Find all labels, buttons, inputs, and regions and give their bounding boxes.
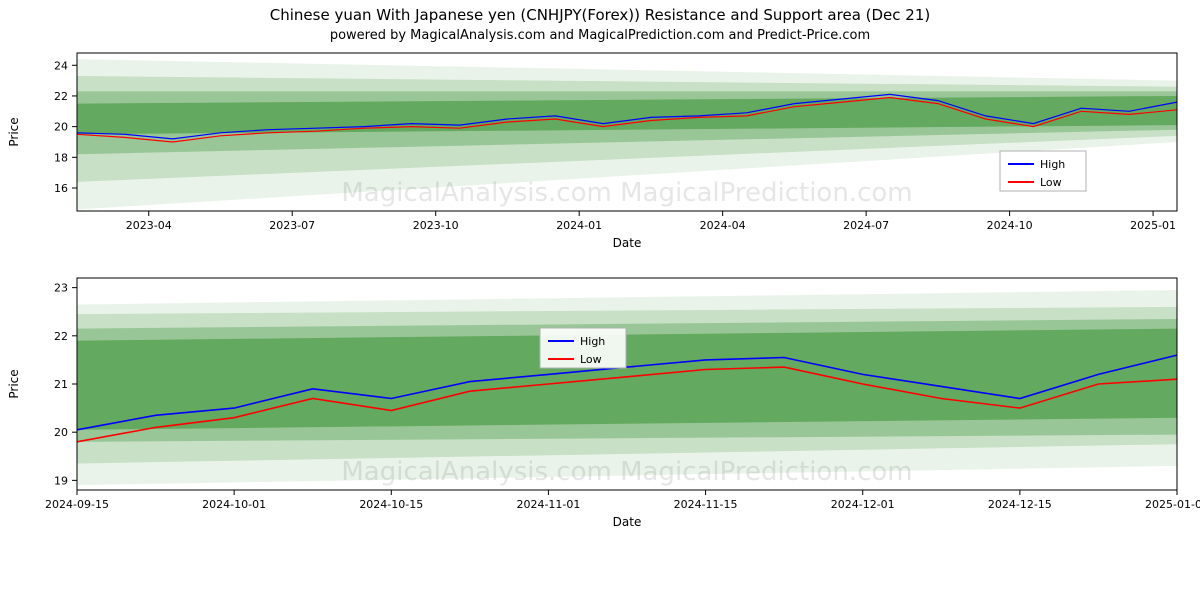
x-tick-label: 2024-01	[556, 219, 602, 232]
chart-panel-bottom: MagicalAnalysis.com MagicalPrediction.co…	[0, 268, 1200, 568]
x-tick-label: 2024-07	[843, 219, 889, 232]
legend-label: High	[1040, 158, 1065, 171]
y-tick-label: 22	[54, 330, 68, 343]
y-tick-label: 24	[54, 59, 68, 72]
x-tick-label: 2024-12-15	[988, 498, 1052, 511]
y-tick-label: 18	[54, 151, 68, 164]
x-tick-label: 2024-04	[700, 219, 746, 232]
legend: High Low	[1000, 151, 1086, 191]
x-tick-label: 2023-07	[269, 219, 315, 232]
legend: High Low	[540, 328, 626, 368]
chart-panel-top: MagicalAnalysis.com MagicalPrediction.co…	[0, 43, 1200, 268]
y-tick-label: 20	[54, 121, 68, 134]
legend-label: High	[580, 335, 605, 348]
y-tick-label: 20	[54, 426, 68, 439]
y-tick-label: 21	[54, 378, 68, 391]
x-tick-label: 2024-10	[987, 219, 1033, 232]
legend-label: Low	[580, 353, 602, 366]
x-axis-label: Date	[613, 236, 642, 250]
legend-label: Low	[1040, 176, 1062, 189]
y-axis-label: Price	[7, 117, 21, 146]
y-tick-label: 19	[54, 474, 68, 487]
chart-subtitle: powered by MagicalAnalysis.com and Magic…	[0, 28, 1200, 43]
x-tick-label: 2024-10-01	[202, 498, 266, 511]
y-axis-label: Price	[7, 369, 21, 398]
x-tick-label: 2024-11-15	[674, 498, 738, 511]
x-tick-label: 2024-11-01	[516, 498, 580, 511]
x-tick-label: 2024-09-15	[45, 498, 109, 511]
x-tick-label: 2025-01-01	[1145, 498, 1200, 511]
x-tick-label: 2025-01	[1130, 219, 1176, 232]
x-tick-label: 2023-10	[413, 219, 459, 232]
x-tick-label: 2024-10-15	[359, 498, 423, 511]
x-tick-label: 2023-04	[126, 219, 172, 232]
y-tick-label: 16	[54, 182, 68, 195]
x-axis-label: Date	[613, 515, 642, 529]
x-tick-label: 2024-12-01	[831, 498, 895, 511]
support-resistance-band	[77, 329, 1177, 430]
y-tick-label: 23	[54, 282, 68, 295]
y-tick-label: 22	[54, 90, 68, 103]
chart-title: Chinese yuan With Japanese yen (CNHJPY(F…	[0, 6, 1200, 24]
